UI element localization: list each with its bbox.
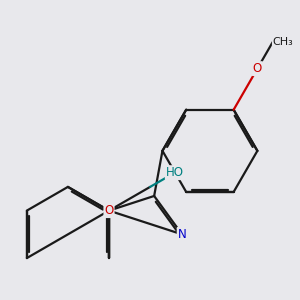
Text: HO: HO <box>166 166 184 179</box>
Text: CH₃: CH₃ <box>273 37 294 47</box>
Text: N: N <box>178 228 186 241</box>
Text: O: O <box>253 62 262 75</box>
Text: O: O <box>104 204 114 217</box>
